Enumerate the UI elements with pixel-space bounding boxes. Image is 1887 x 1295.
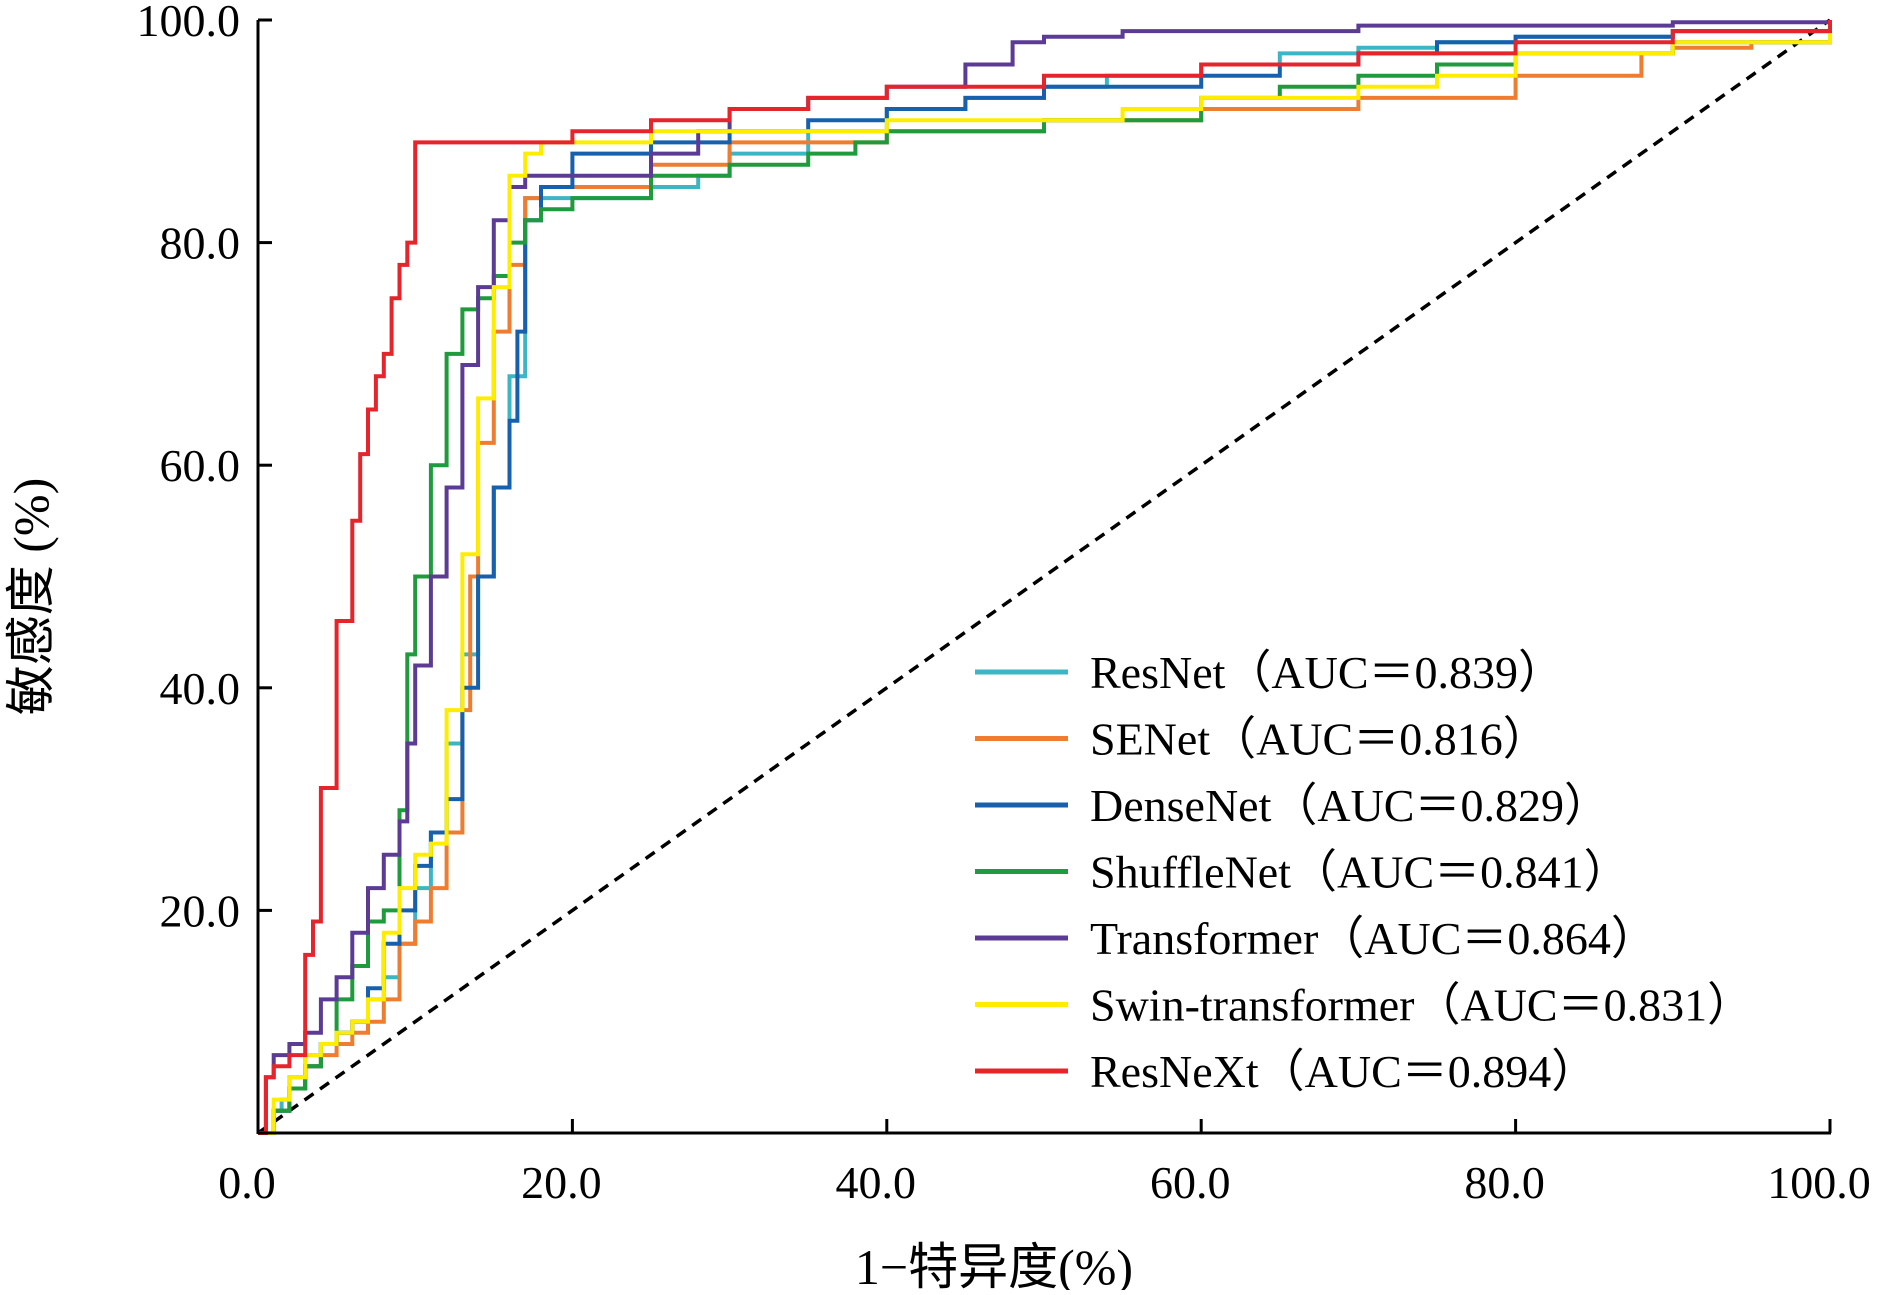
y-tick-label: 100.0 [137,0,241,46]
reference-diagonal-line [256,18,1832,1135]
legend-label-senet: SENet（AUC＝0.816） [1090,714,1549,765]
y-axis-title: 敏感度 (%) [3,478,59,715]
legend-label-transformer: Transformer（AUC＝0.864） [1090,913,1657,964]
legend-label-resnet: ResNet（AUC＝0.839） [1090,647,1564,698]
y-tick-label: 60.0 [160,440,241,491]
x-tick-label: 60.0 [1150,1157,1231,1208]
y-tick-label: 20.0 [160,885,241,936]
y-tick-label: 80.0 [160,218,241,269]
x-tick-label: 20.0 [521,1157,602,1208]
series-line-swin-transformer [258,20,1832,1135]
y-tick-label: 40.0 [160,663,241,714]
x-tick-label: 40.0 [836,1157,917,1208]
series-line-transformer [258,20,1832,1135]
x-tick-label: 0.0 [218,1157,276,1208]
x-tick-label: 100.0 [1767,1157,1871,1208]
x-tick-label: 80.0 [1464,1157,1545,1208]
x-axis-title: 1−特异度(%) [855,1239,1133,1290]
legend-label-swin-transformer: Swin-transformer（AUC＝0.831） [1090,980,1753,1031]
legend-label-resnext: ResNeXt（AUC＝0.894） [1090,1046,1597,1097]
legend-label-densenet: DenseNet（AUC＝0.829） [1090,780,1610,831]
series-line-resnext [258,20,1832,1135]
legend-label-shufflenet: ShuffleNet（AUC＝0.841） [1090,847,1630,898]
